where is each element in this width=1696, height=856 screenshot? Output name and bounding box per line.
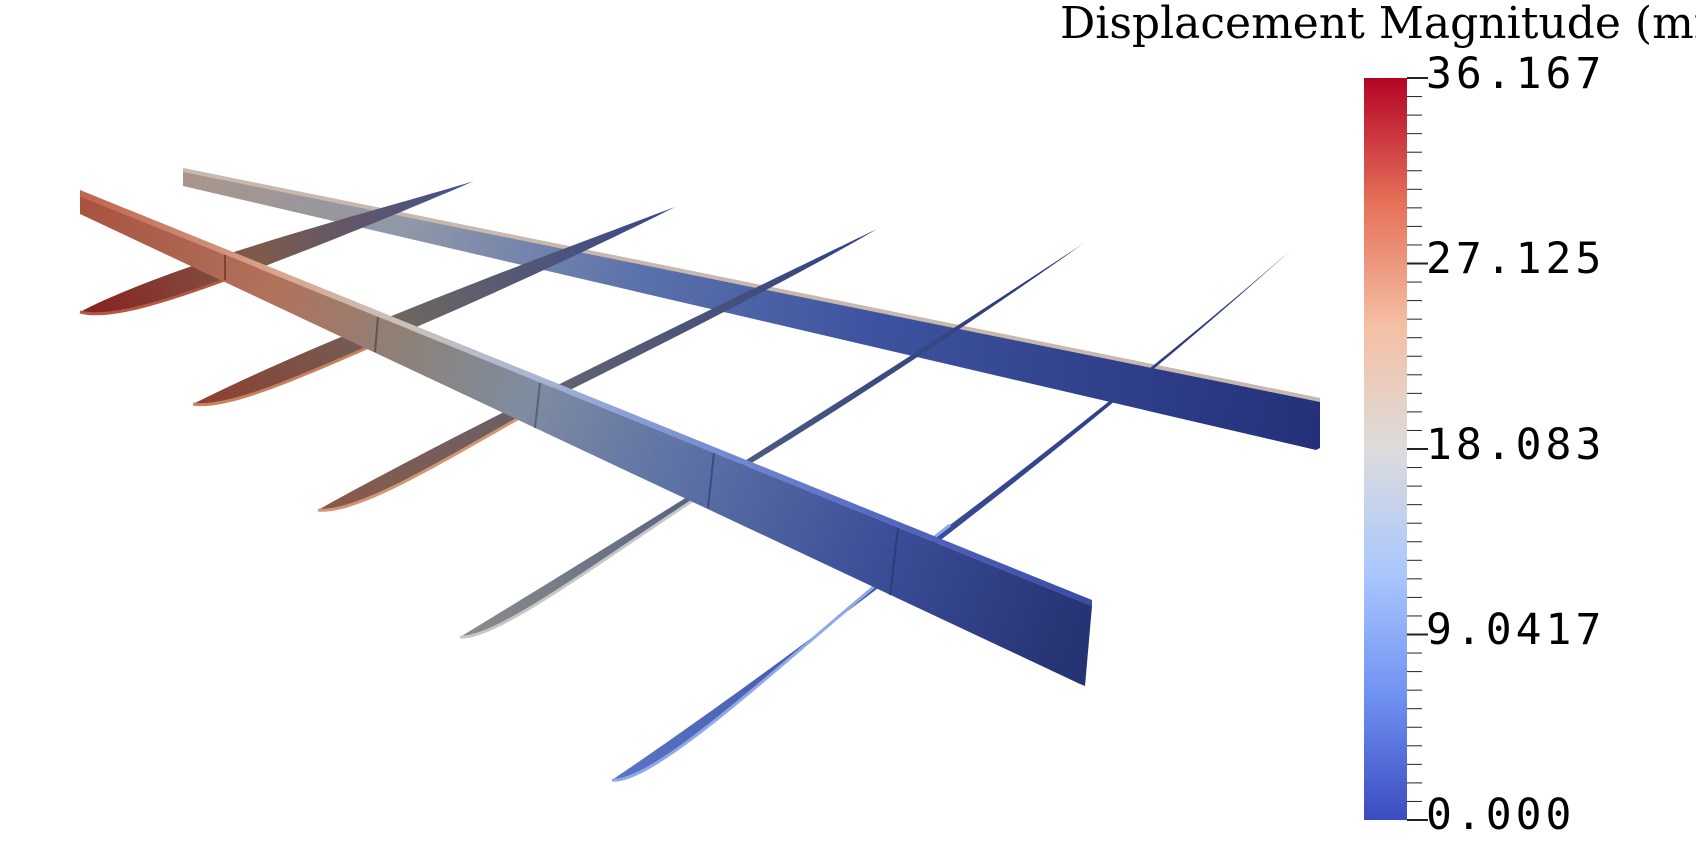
tick-label-25: 9.0417 (1426, 605, 1606, 655)
colorbar (1364, 77, 1428, 821)
colorbar-title: Displacement Magnitude (mm) (1060, 0, 1696, 49)
rib-2 (192, 207, 675, 407)
tick-label-max: 36.167 (1426, 49, 1606, 99)
tick-label-50: 18.083 (1426, 420, 1606, 470)
rib-1 (79, 181, 474, 316)
tick-label-min: 0.000 (1426, 790, 1576, 840)
tick-label-75: 27.125 (1426, 234, 1606, 284)
colorbar-gradient (1364, 78, 1407, 820)
colorbar-tick-marks (1407, 77, 1428, 821)
rear-spar (183, 168, 1320, 450)
front-spar (80, 190, 1092, 686)
